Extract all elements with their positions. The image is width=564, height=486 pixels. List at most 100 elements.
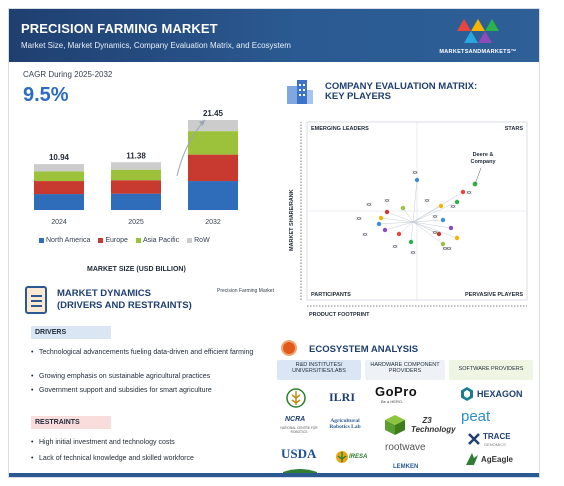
cube-icon — [383, 414, 407, 436]
ncra-logo: NCRA — [285, 416, 306, 423]
trace-subtitle: GENOMICS — [484, 442, 506, 447]
legend-swatch — [187, 237, 193, 243]
company-label: xx — [447, 246, 453, 252]
right-column: COMPANY EVALUATION MATRIX: KEY PLAYERS E… — [271, 62, 539, 479]
driver-item: Government support and subsidies for sma… — [31, 386, 261, 395]
lemken-logo: LEMKEN — [393, 464, 419, 470]
quadrant-participants: PARTICIPANTS — [311, 292, 351, 298]
infographic-frame: PRECISION FARMING MARKET Market Size, Ma… — [8, 8, 540, 478]
highlight-company-label: Deere & — [473, 152, 494, 158]
restraint-item: High initial investment and technology c… — [31, 438, 261, 447]
market-dynamics-title: MARKET DYNAMICS — [57, 288, 151, 299]
rootwave-logo: rootwave — [385, 442, 426, 453]
company-evaluation-matrix: EMERGING LEADERS STARS PARTICIPANTS PERVASI… — [289, 121, 528, 318]
page-title: PRECISION FARMING MARKET — [21, 21, 218, 36]
market-side-label: Precision Farming Market — [217, 288, 274, 294]
quadrant-pervasive-players: PERVASIVE PLAYERS — [465, 292, 523, 298]
legend-item: RoW — [187, 237, 210, 244]
hexagon-logo: HEXAGON — [477, 389, 523, 399]
company-bubble — [400, 205, 406, 211]
z3-technology-logo: Z3 Technology — [411, 416, 456, 434]
legend-item: North America — [39, 237, 90, 244]
company-bubble — [436, 231, 442, 237]
company-label: xx — [393, 244, 399, 250]
peat-logo: peat — [461, 408, 491, 425]
bar-segment — [188, 181, 238, 210]
company-label: xx — [357, 216, 363, 222]
growth-arrowhead — [199, 120, 205, 126]
company-bubble — [460, 189, 466, 195]
company-matrix-title: COMPANY EVALUATION MATRIX: KEY PLAYERS — [325, 82, 477, 102]
highlight-connector — [474, 167, 482, 185]
legend-item: Europe — [98, 237, 128, 244]
company-label: xx — [467, 190, 473, 196]
matrix-x-axis-label: PRODUCT FOOTPRINT — [309, 312, 370, 318]
legend-label: RoW — [194, 237, 210, 244]
company-label: xx — [413, 170, 419, 176]
bar-segment — [111, 193, 161, 210]
marketsandmarkets-logo: MARKETSANDMARKETS™ — [433, 15, 523, 57]
company-connector — [412, 201, 458, 223]
market-size-bar-chart: 10.94 2024 11.38 2025 21.45 2032 — [34, 109, 238, 226]
company-connector — [378, 221, 414, 225]
trace-icon — [467, 432, 481, 446]
bar-total-label: 21.45 — [203, 109, 224, 118]
company-label: xx — [363, 232, 369, 238]
company-label: xx — [385, 198, 391, 204]
x-tick-label: 2032 — [205, 219, 221, 226]
usda-logo: USDA — [281, 446, 317, 461]
company-matrix-title-line1: COMPANY EVALUATION MATRIX: — [325, 81, 478, 92]
company-bubble — [414, 177, 420, 183]
bar-segment — [34, 171, 84, 182]
legend-swatch — [135, 237, 141, 243]
company-bubble — [408, 239, 414, 245]
company-connector — [412, 179, 418, 223]
restraint-item: Lack of technical knowledge and skilled … — [31, 454, 261, 463]
company-connector — [412, 191, 464, 223]
page-subtitle: Market Size, Market Dynamics, Company Ev… — [21, 41, 291, 50]
legend-swatch — [98, 237, 104, 243]
bar-segment — [188, 154, 238, 182]
wheat-icon — [286, 388, 306, 408]
company-connector — [398, 221, 414, 235]
restraints-heading: RESTRAINTS — [31, 416, 111, 429]
company-label: xx — [367, 202, 373, 208]
usda-stripe — [283, 461, 317, 474]
ecosystem-title: ECOSYSTEM ANALYSIS — [309, 344, 419, 355]
quadrant-stars: STARS — [505, 126, 524, 132]
bar-segment — [34, 164, 84, 172]
company-label: xx — [451, 204, 457, 210]
company-label: xx — [411, 250, 417, 256]
company-bubble — [382, 227, 388, 233]
legend-label: Europe — [105, 237, 128, 244]
trace-logo: TRACE — [483, 432, 511, 441]
cagr-value: 9.5% — [23, 84, 69, 106]
agricultural-robotics-lab-logo: Agricultural Robotics Lab — [329, 418, 361, 430]
company-connector — [412, 221, 458, 239]
company-bubble — [384, 209, 390, 215]
company-bubble — [454, 235, 460, 241]
quadrant-emerging-leaders: EMERGING LEADERS — [311, 126, 369, 132]
gopro-logo: GoPro — [375, 384, 418, 399]
clipboard-icon — [25, 286, 47, 314]
x-tick-label: 2024 — [51, 219, 67, 226]
ecosystem-icon — [281, 340, 297, 356]
company-connector — [412, 221, 440, 235]
building-icon — [287, 80, 313, 104]
eco-column-hardware: HARDWARE COMPONENT PROVIDERS — [365, 360, 445, 380]
legend-label: Asia Pacific — [142, 237, 180, 244]
market-dynamics-subtitle: (DRIVERS AND RESTRAINTS) — [57, 300, 192, 311]
company-label: xx — [443, 246, 449, 252]
left-column: CAGR During 2025-2032 9.5% 10.94 2024 11.3… — [9, 62, 274, 479]
logo-text: MARKETSANDMARKETS™ — [439, 49, 517, 55]
hexagon-icon — [459, 386, 475, 402]
iresa-logo: IRESA — [349, 454, 368, 460]
company-bubble — [454, 199, 460, 205]
chart-x-label: MARKET SIZE (USD BILLION) — [87, 266, 186, 273]
bar-segment — [34, 181, 84, 195]
x-tick-label: 2025 — [128, 219, 144, 226]
bar-segment — [188, 131, 238, 155]
ilri-logo: ILRI — [329, 390, 356, 404]
company-connector — [402, 207, 414, 223]
cagr-label: CAGR During 2025-2032 — [23, 70, 113, 79]
